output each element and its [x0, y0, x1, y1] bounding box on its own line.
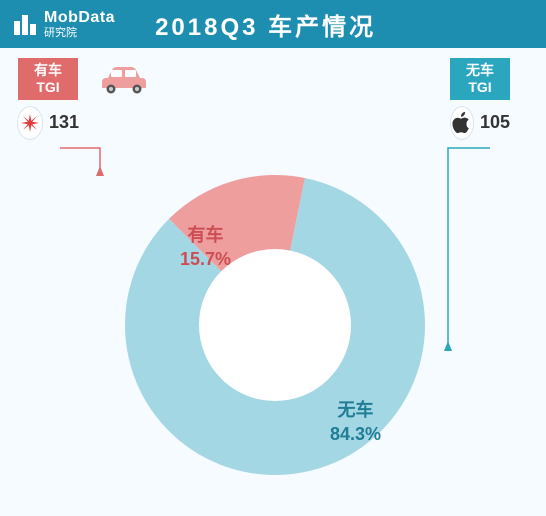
brand-name: MobData — [44, 10, 115, 26]
leader-no-car — [0, 48, 546, 516]
content-area: 有车 TGI 131 — [0, 48, 546, 516]
page-title: 2018Q3 车产情况 — [155, 7, 376, 42]
brand-sub: 研究院 — [44, 28, 115, 39]
header-bar: MobData 研究院 2018Q3 车产情况 — [0, 0, 546, 48]
building-icon — [12, 11, 38, 37]
brand-logo: MobData 研究院 — [12, 10, 115, 39]
